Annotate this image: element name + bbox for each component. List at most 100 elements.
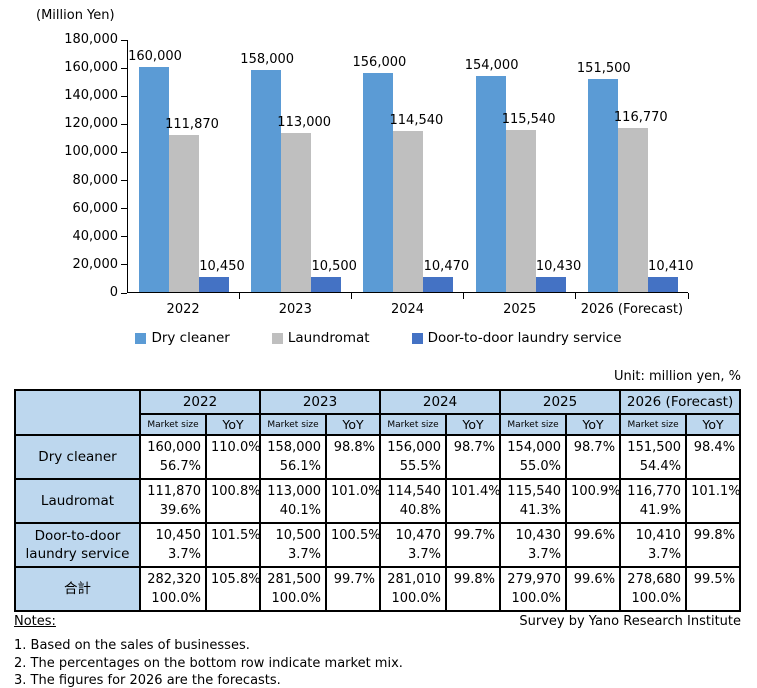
cell-market-size: 158,000 56.1% (259, 434, 328, 480)
cell-market-size: 10,450 3.7% (139, 522, 207, 568)
cell-yoy: 99.5% (685, 566, 742, 612)
yoy-value: 101.1% (691, 484, 741, 499)
yoy-value: 99.5% (693, 572, 736, 587)
category-label: 2025 (503, 302, 537, 317)
cell-yoy: 101.5% (205, 522, 262, 568)
market-size-value: 154,000 (507, 440, 562, 455)
ytick-mark (121, 123, 127, 125)
market-size-header-cell: Market size (139, 413, 207, 436)
cell-market-size: 10,430 3.7% (499, 522, 568, 568)
xtick-mark (350, 293, 352, 299)
market-size-value: 156,000 (387, 440, 442, 455)
market-mix-value: 3.7% (287, 547, 322, 562)
bar (647, 277, 678, 292)
market-mix-value: 54.4% (639, 459, 682, 474)
market-mix-value: 100.0% (271, 591, 322, 606)
plot-area (127, 40, 688, 293)
yoy-header-cell: YoY (685, 413, 742, 436)
yoy-value: 101.0% (331, 484, 381, 499)
bar-label: 158,000 (240, 51, 295, 67)
bar (139, 67, 169, 292)
yoy-header-cell: YoY (565, 413, 622, 436)
survey-credit: Survey by Yano Research Institute (519, 614, 741, 629)
cell-market-size: 281,500 100.0% (259, 566, 328, 612)
bar-label: 10,410 (648, 259, 694, 275)
ytick-mark (121, 39, 127, 41)
cell-yoy: 101.4% (445, 478, 502, 524)
cell-yoy: 99.8% (445, 566, 502, 612)
bar-label: 116,770 (613, 109, 668, 125)
yoy-value: 99.8% (453, 572, 496, 587)
market-mix-value: 100.0% (391, 591, 442, 606)
ytick-mark (121, 208, 127, 210)
legend-label: Laundromat (287, 330, 370, 346)
bar-label: 111,870 (165, 116, 219, 132)
cell-market-size: 160,000 56.7% (139, 434, 207, 480)
row-label-line: Door-to-door (34, 528, 121, 544)
market-size-value: 158,000 (267, 440, 322, 455)
yoy-value: 105.8% (211, 572, 261, 587)
market-mix-value: 40.8% (399, 503, 442, 518)
yoy-value: 101.4% (451, 484, 501, 499)
table-row: Laudromat 111,870 39.6% 100.8% 113,000 40.1% 1… (14, 478, 742, 524)
cell-yoy: 101.0% (325, 478, 382, 524)
market-size-value: 279,970 (507, 572, 562, 587)
notes-list: 1. Based on the sales of businesses. 2. … (14, 637, 403, 688)
yoy-value: 99.8% (693, 528, 736, 543)
yoy-value: 98.7% (573, 440, 616, 455)
row-label-line: laundry service (25, 546, 130, 562)
market-mix-value: 40.1% (279, 503, 322, 518)
cell-market-size: 113,000 40.1% (259, 478, 328, 524)
market-mix-value: 55.0% (519, 459, 562, 474)
table-row: Door-to-door laundry service 10,450 3.7% 101… (14, 522, 742, 568)
ytick-mark (121, 180, 127, 182)
table-corner-cell (14, 389, 141, 436)
ytick-mark (121, 95, 127, 97)
legend-label: Dry cleaner (151, 330, 230, 346)
category-label: 2024 (390, 302, 425, 317)
market-size-value: 115,540 (507, 484, 562, 499)
market-mix-value: 56.1% (279, 459, 322, 474)
table-row: Dry cleaner 160,000 56.7% 110.0% 158,000 56.1… (14, 434, 742, 480)
cell-yoy: 99.6% (565, 522, 622, 568)
bar (617, 127, 648, 292)
market-size-value: 10,500 (275, 528, 322, 543)
bar (423, 277, 454, 292)
ytick-mark (121, 67, 127, 69)
market-size-value: 10,410 (635, 528, 682, 543)
bar (393, 131, 424, 292)
cell-market-size: 111,870 39.6% (139, 478, 207, 524)
table-row: 合計 282,320 100.0% 105.8% 281,500 100.0% 99.7% 2… (14, 566, 742, 612)
cell-yoy: 98.7% (565, 434, 622, 480)
market-mix-value: 3.7% (648, 547, 682, 562)
bar (281, 133, 312, 292)
cell-yoy: 105.8% (205, 566, 262, 612)
row-label-cell: Laudromat (14, 478, 141, 524)
yoy-value: 98.8% (333, 440, 376, 455)
chart-legend: Dry cleaner Laundromat Door-to-door laundr… (0, 330, 757, 346)
table-header-sub-row: Market size YoY Market size YoY Market size Y… (15, 413, 742, 436)
ytick-label: 180,000 (64, 32, 118, 47)
bar (199, 277, 229, 292)
yoy-header-cell: YoY (205, 413, 262, 436)
market-mix-value: 56.7% (159, 459, 201, 474)
market-size-header-cell: Market size (619, 413, 688, 436)
year-header-cell: 2026 (Forecast) (619, 389, 742, 415)
market-size-header-cell: Market size (379, 413, 448, 436)
market-mix-value: 55.5% (399, 459, 442, 474)
market-size-value: 281,500 (267, 572, 322, 587)
market-size-value: 151,500 (627, 440, 682, 455)
bar (587, 79, 618, 292)
legend-swatch-icon (411, 332, 423, 344)
market-size-value: 10,430 (515, 528, 562, 543)
bar-label: 160,000 (128, 49, 182, 65)
ytick-mark (121, 236, 127, 238)
market-size-header-cell: Market size (499, 413, 568, 436)
legend-label: Door-to-door laundry service (427, 330, 622, 346)
cell-yoy: 98.4% (685, 434, 742, 480)
cell-market-size: 154,000 55.0% (499, 434, 568, 480)
market-size-value: 10,450 (155, 528, 202, 543)
row-label-line: Dry cleaner (38, 449, 117, 465)
row-label-cell: 合計 (14, 566, 141, 612)
